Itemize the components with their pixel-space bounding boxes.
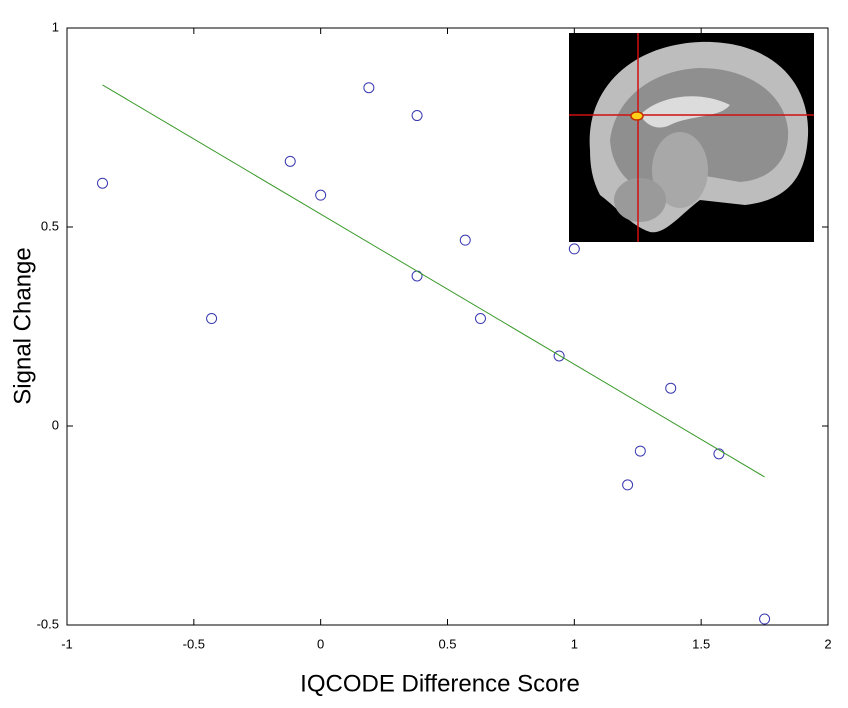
- data-point: [759, 613, 771, 625]
- y-tick-label: 1: [52, 19, 59, 34]
- data-point: [411, 270, 423, 282]
- x-tick-label: -0.5: [183, 636, 205, 651]
- fit-line: [102, 84, 765, 478]
- y-tick-label: 0.5: [41, 218, 59, 233]
- data-point: [553, 350, 565, 362]
- data-point: [459, 234, 471, 246]
- y-axis-label: Signal Change: [9, 247, 36, 404]
- brain-inset: [569, 33, 814, 242]
- y-tick-label: -0.5: [37, 616, 59, 631]
- x-tick-label: 1: [571, 636, 578, 651]
- x-tick-label: -1: [61, 636, 73, 651]
- x-axis-label: IQCODE Difference Score: [300, 670, 580, 697]
- data-point: [411, 110, 423, 122]
- data-point: [206, 313, 218, 325]
- data-point: [315, 189, 327, 201]
- y-tick-label: 0: [52, 417, 59, 432]
- data-point: [284, 155, 296, 167]
- data-point: [363, 82, 375, 94]
- x-tick-label: 0: [317, 636, 324, 651]
- x-tick-label: 2: [824, 636, 831, 651]
- data-point: [665, 382, 677, 394]
- data-point: [568, 243, 580, 255]
- data-point: [713, 448, 725, 460]
- data-point: [97, 177, 109, 189]
- data-point: [634, 445, 646, 457]
- data-point: [474, 313, 486, 325]
- x-tick-label: 1.5: [692, 636, 710, 651]
- data-point: [622, 479, 634, 491]
- x-tick-label: 0.5: [438, 636, 456, 651]
